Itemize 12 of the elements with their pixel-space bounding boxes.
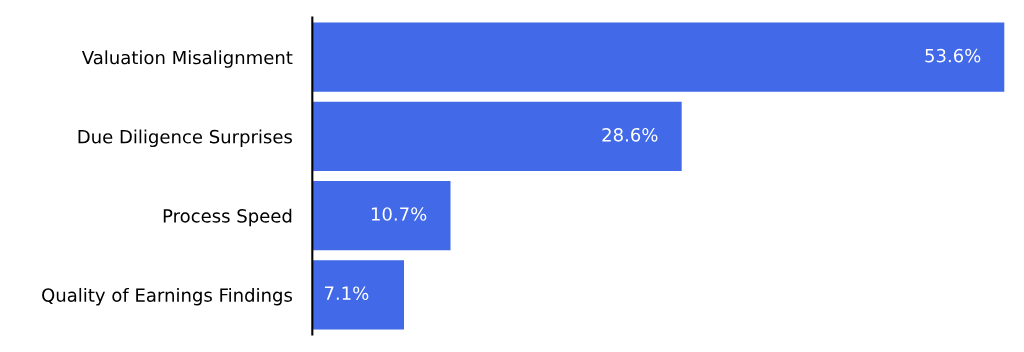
y-tick-label: Quality of Earnings Findings — [42, 287, 292, 306]
bar — [312, 180, 451, 251]
bar — [312, 101, 682, 172]
data-label: 53.6% — [925, 48, 981, 63]
data-label: 7.1% — [324, 286, 369, 301]
data-label: 28.6% — [602, 127, 658, 142]
y-tick-label: Due Diligence Surprises — [78, 129, 292, 148]
bar — [312, 260, 405, 330]
y-tick-label: Process Speed — [163, 208, 292, 227]
data-label: 10.7% — [371, 207, 427, 221]
y-tick-label: Valuation Misalignment — [81, 50, 293, 68]
bar — [312, 22, 1005, 92]
